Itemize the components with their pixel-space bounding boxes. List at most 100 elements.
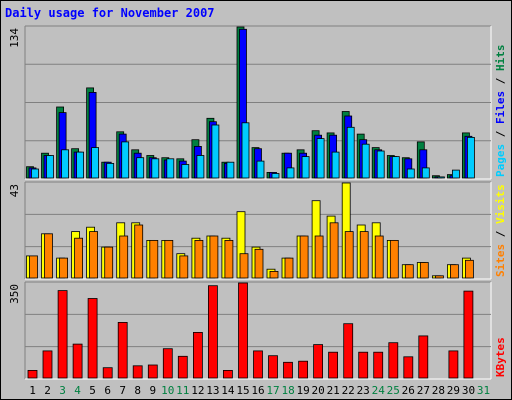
bar-pages-17 bbox=[271, 173, 280, 179]
bar-pages-13 bbox=[211, 124, 220, 179]
bar-sites-18 bbox=[284, 257, 294, 279]
bar-pages-11 bbox=[181, 164, 190, 179]
bar-kbytes-17 bbox=[268, 355, 278, 379]
x-tick-label-7: 7 bbox=[119, 384, 126, 397]
bar-sites-12 bbox=[194, 239, 204, 279]
series-legend: KBytes bbox=[494, 337, 507, 377]
bar-kbytes-7 bbox=[117, 321, 128, 379]
bar-kbytes-29 bbox=[448, 350, 459, 379]
bar-pages-10 bbox=[166, 158, 175, 179]
x-tick-label-18: 18 bbox=[281, 384, 294, 397]
x-tick-label-2: 2 bbox=[44, 384, 51, 397]
x-tick-label-20: 20 bbox=[311, 384, 324, 397]
bar-pages-18 bbox=[286, 167, 295, 179]
bar-kbytes-5 bbox=[87, 298, 98, 379]
bar-pages-23 bbox=[361, 143, 370, 179]
panel-hits-files-pages: 134 Pages / Files / Hits bbox=[8, 25, 507, 180]
bar-kbytes-26 bbox=[403, 356, 414, 379]
x-tick-label-4: 4 bbox=[74, 384, 81, 397]
x-axis-labels: 1 2 3 4 5 6 7 8 9 10 11 12 13 14 15 16 17 18 19 20 21 22 23 24 2… bbox=[29, 384, 490, 397]
bar-pages-24 bbox=[376, 150, 385, 179]
x-tick-label-22: 22 bbox=[342, 384, 355, 397]
bar-pages-3 bbox=[61, 149, 69, 179]
bar-sites-30 bbox=[464, 259, 474, 279]
bar-kbytes-6 bbox=[102, 367, 113, 379]
bar-kbytes-2 bbox=[42, 350, 53, 379]
bar-pages-8 bbox=[136, 157, 145, 179]
bar-sites-23 bbox=[359, 231, 369, 279]
bar-pages-29 bbox=[451, 169, 460, 179]
y-max-label: 43 bbox=[8, 184, 21, 197]
bar-pages-28 bbox=[436, 176, 445, 179]
x-tick-label-28: 28 bbox=[432, 384, 445, 397]
bar-sites-4 bbox=[74, 237, 83, 279]
bar-pages-12 bbox=[196, 155, 205, 179]
bar-pages-30 bbox=[466, 136, 475, 179]
bar-kbytes-10 bbox=[162, 348, 173, 379]
x-tick-label-27: 27 bbox=[417, 384, 430, 397]
legend-part-1: / bbox=[494, 124, 507, 144]
bar-sites-6 bbox=[104, 246, 114, 279]
x-tick-label-10: 10 bbox=[161, 384, 174, 397]
bar-sites-20 bbox=[314, 235, 324, 279]
legend-part-2: Files bbox=[494, 91, 507, 124]
legend-part-2: Visits bbox=[494, 184, 507, 224]
x-tick-label-6: 6 bbox=[104, 384, 111, 397]
bar-kbytes-9 bbox=[147, 364, 158, 379]
bar-pages-5 bbox=[91, 147, 99, 179]
bar-pages-20 bbox=[316, 138, 325, 179]
bar-sites-13 bbox=[209, 235, 219, 279]
bar-kbytes-4 bbox=[72, 343, 83, 379]
bar-sites-16 bbox=[254, 248, 264, 279]
x-tick-label-13: 13 bbox=[206, 384, 219, 397]
bar-kbytes-11 bbox=[177, 355, 188, 379]
bar-sites-21 bbox=[329, 222, 339, 279]
bar-sites-11 bbox=[179, 255, 189, 279]
bar-sites-27 bbox=[419, 262, 429, 279]
x-tick-label-31: 31 bbox=[477, 384, 490, 397]
bar-sites-10 bbox=[164, 239, 174, 279]
chart-title: Daily usage for November 2007 bbox=[5, 6, 215, 20]
bar-pages-6 bbox=[106, 162, 115, 179]
x-tick-label-29: 29 bbox=[447, 384, 460, 397]
x-tick-label-26: 26 bbox=[402, 384, 415, 397]
x-tick-label-1: 1 bbox=[29, 384, 36, 397]
bar-pages-14 bbox=[226, 161, 235, 179]
bar-sites-26 bbox=[404, 264, 414, 279]
x-tick-label-5: 5 bbox=[89, 384, 96, 397]
bar-sites-3 bbox=[59, 257, 68, 279]
bar-pages-27 bbox=[421, 167, 430, 179]
bar-sites-15 bbox=[239, 253, 249, 279]
bar-kbytes-22 bbox=[343, 323, 354, 379]
legend-part-0: Pages bbox=[494, 144, 507, 177]
legend-part-3: / bbox=[494, 71, 507, 91]
legend-part-0: KBytes bbox=[494, 337, 507, 377]
bar-pages-22 bbox=[346, 126, 355, 179]
series-legend: Pages / Files / Hits bbox=[494, 45, 507, 178]
panel-kbytes: 350 KBytes bbox=[8, 281, 507, 380]
x-tick-label-25: 25 bbox=[387, 384, 400, 397]
bar-sites-22 bbox=[344, 231, 354, 279]
bar-kbytes-27 bbox=[418, 335, 429, 379]
x-tick-label-19: 19 bbox=[296, 384, 309, 397]
bar-sites-25 bbox=[389, 239, 399, 279]
bar-sites-24 bbox=[374, 235, 384, 279]
bar-kbytes-16 bbox=[253, 350, 263, 379]
bar-kbytes-14 bbox=[222, 369, 233, 379]
bar-sites-7 bbox=[119, 235, 129, 279]
bar-sites-9 bbox=[149, 239, 159, 279]
bar-kbytes-21 bbox=[328, 351, 339, 379]
bar-kbytes-18 bbox=[283, 361, 293, 379]
bar-pages-1 bbox=[31, 168, 39, 179]
bar-sites-2 bbox=[44, 233, 53, 279]
bar-sites-14 bbox=[224, 239, 234, 279]
bar-kbytes-19 bbox=[298, 360, 309, 379]
bar-pages-16 bbox=[256, 160, 265, 179]
bar-kbytes-30 bbox=[463, 290, 474, 379]
x-tick-label-17: 17 bbox=[266, 384, 279, 397]
bar-kbytes-25 bbox=[388, 342, 399, 379]
x-tick-label-8: 8 bbox=[134, 384, 141, 397]
bar-kbytes-3 bbox=[57, 290, 68, 379]
